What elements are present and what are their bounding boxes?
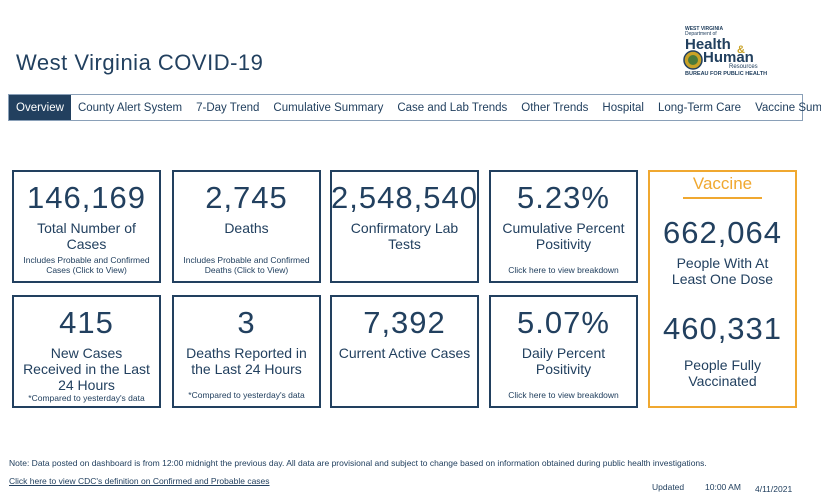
nav-tab[interactable]: Cumulative Summary (273, 101, 384, 114)
footer-note: Note: Data posted on dashboard is from 1… (9, 458, 707, 468)
logo-text: Human (703, 49, 754, 66)
nav-tab[interactable]: Long-Term Care (657, 101, 742, 114)
card-value: 146,169 (26, 180, 147, 215)
nav-bar: Overview County Alert System 7-Day Trend Cu… (8, 94, 821, 121)
logo-text: Department of (685, 31, 717, 37)
stat-card[interactable]: 5.23% Cumulative Percent Positivity Click … (489, 170, 638, 283)
updated-date: 4/11/2021 (755, 484, 793, 494)
updated-label: Updated (652, 482, 685, 492)
stat-card[interactable]: 415 New Cases Received in the Last 24 Hou… (12, 295, 161, 408)
logo-seal (683, 50, 703, 70)
logo-text: & (737, 44, 745, 56)
card-value: 2,745 (205, 180, 288, 215)
nav-tab[interactable]: Other Trends (521, 101, 589, 114)
card-label: Deaths Reported in the Last 24 Hours (186, 345, 307, 377)
card-label: Daily Percent Positivity (521, 345, 606, 377)
nav-tab[interactable]: Hospital (602, 101, 644, 114)
logo-text: BUREAU FOR PUBLIC HEALTH (685, 71, 768, 77)
card-note: *Compared to yesterday's data (188, 390, 305, 400)
nav-tab[interactable]: 7-Day Trend (196, 101, 260, 114)
card-value: 3 (237, 305, 256, 340)
card-label: Deaths (224, 220, 269, 236)
vaccine-title: Vaccine (682, 174, 763, 199)
card-note: Click here to view breakdown (508, 390, 619, 400)
card-value: 7,392 (363, 305, 446, 340)
logo-text: Health (685, 36, 731, 53)
stat-card[interactable]: 5.07% Daily Percent Positivity Click here … (489, 295, 638, 408)
card-value: 5.23% (517, 180, 610, 215)
nav-tab[interactable]: Vaccine Summary (755, 101, 821, 114)
card-label: New Cases Received in the Last 24 Hours (23, 345, 150, 393)
card-note: Includes Probable and Confirmed Deaths (… (183, 255, 310, 275)
stat-card: 7,392 Current Active Cases (330, 295, 479, 408)
vaccine-card: Vaccine 662,064 People With At Least One… (648, 170, 797, 408)
card-label: Current Active Cases (338, 345, 471, 361)
card-note: *Compared to yesterday's data (28, 393, 145, 403)
card-note: Includes Probable and Confirmed Cases (C… (23, 255, 150, 275)
card-label: People Fully Vaccinated (683, 357, 762, 389)
nav-tab[interactable]: County Alert System (77, 101, 183, 114)
stat-card[interactable]: 3 Deaths Reported in the Last 24 Hours *Co… (172, 295, 321, 408)
card-label: Cumulative Percent Positivity (502, 220, 625, 252)
card-value: 662,064 (662, 215, 783, 250)
nav-tab[interactable]: Case and Lab Trends (397, 101, 508, 114)
card-value: 415 (59, 305, 114, 340)
card-label: People With At Least One Dose (671, 255, 774, 287)
footer-link[interactable]: Click here to view CDC's definition on C… (9, 476, 270, 486)
stat-card: 2,548,540 Confirmatory Lab Tests (330, 170, 479, 283)
stat-card[interactable]: 2,745 Deaths Includes Probable and Confirm… (172, 170, 321, 283)
card-note: Click here to view breakdown (508, 265, 619, 275)
card-value: 2,548,540 (331, 180, 478, 215)
card-value: 460,331 (662, 311, 783, 346)
card-label: Total Number of Cases (37, 220, 136, 252)
updated-time: 10:00 AM (705, 482, 741, 492)
logo: WEST VIRGINIA Department of Health & Hum… (683, 26, 783, 82)
logo-text: Resources (729, 64, 758, 70)
stat-card[interactable]: 146,169 Total Number of Cases Includes Pro… (12, 170, 161, 283)
nav-tab[interactable]: Overview (9, 95, 71, 120)
card-value: 5.07% (517, 305, 610, 340)
logo-text: WEST VIRGINIA (685, 26, 724, 32)
card-label: Confirmatory Lab Tests (350, 220, 459, 252)
page-title: West Virginia COVID-19 (16, 50, 264, 75)
